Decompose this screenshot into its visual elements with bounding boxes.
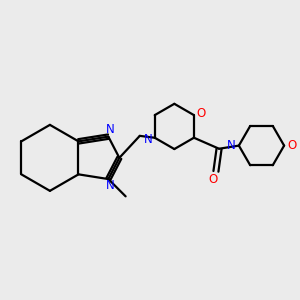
Text: N: N bbox=[106, 123, 114, 136]
Text: O: O bbox=[208, 173, 218, 186]
Text: N: N bbox=[226, 139, 236, 152]
Text: O: O bbox=[287, 139, 297, 152]
Text: N: N bbox=[106, 179, 114, 193]
Text: N: N bbox=[143, 133, 152, 146]
Text: O: O bbox=[196, 107, 206, 120]
